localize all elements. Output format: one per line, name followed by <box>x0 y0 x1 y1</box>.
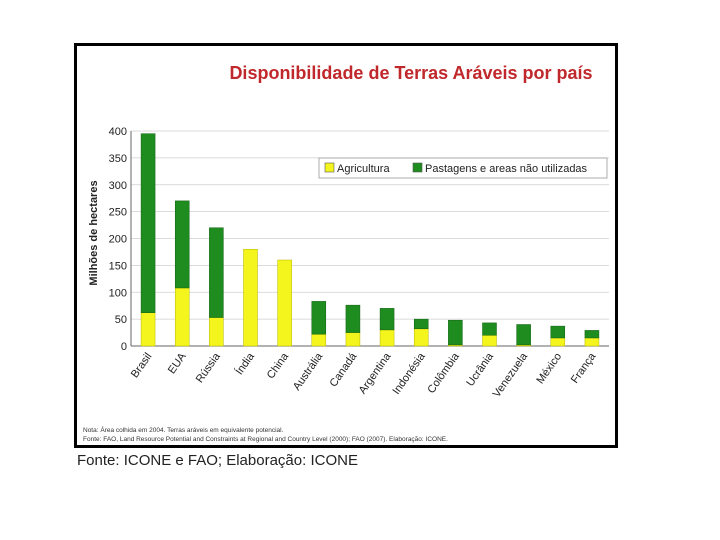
chart-title: Disponibilidade de Terras Aráveis por pa… <box>229 63 592 83</box>
legend-swatch-agriculture <box>324 162 335 173</box>
bar-pasture <box>209 227 224 318</box>
x-tick-label: China <box>265 350 292 381</box>
bar-agriculture <box>174 287 190 347</box>
legend-swatch-pasture <box>412 162 423 173</box>
y-tick-label: 0 <box>121 341 127 353</box>
legend-label-pasture: Pastagens e areas não utilizadas <box>425 163 588 175</box>
chart-frame: Disponibilidade de Terras Aráveis por pa… <box>74 43 618 448</box>
bar-agriculture <box>550 337 566 347</box>
y-tick-label: 200 <box>109 234 127 246</box>
legend: Agricultura Pastagens e areas não utiliz… <box>318 157 608 179</box>
legend-box <box>318 157 608 179</box>
x-tick-label: Índia <box>233 350 258 378</box>
bar-pasture <box>516 324 531 346</box>
bar-agriculture <box>482 335 497 347</box>
bar-pasture <box>413 318 429 330</box>
bar-pasture <box>311 301 327 335</box>
bar-agriculture <box>379 329 395 347</box>
x-tick-label: Rússia <box>194 350 224 385</box>
x-tick-label: Brasil <box>129 351 155 380</box>
x-tick-label: Colômbia <box>425 350 462 396</box>
y-tick-label: 300 <box>109 180 127 192</box>
bars <box>140 133 600 347</box>
x-tick-label: México <box>534 351 564 386</box>
y-axis-label: Milhões de hectares <box>88 180 100 285</box>
bar-agriculture <box>584 337 600 347</box>
x-tick-label: Argentina <box>357 350 394 396</box>
bar-pasture <box>140 133 156 313</box>
x-tick-label: Venezuela <box>491 350 531 400</box>
x-tick-label: Indonésia <box>390 350 428 397</box>
x-tick-label: Austrália <box>291 350 326 393</box>
bar-pasture <box>482 322 497 336</box>
bar-pasture <box>379 308 395 331</box>
y-tick-label: 150 <box>109 260 127 272</box>
chart-note: Nota: Área colhida em 2004. Terras aráve… <box>83 425 284 434</box>
y-tick-label: 100 <box>109 287 127 299</box>
x-tick-label: França <box>569 350 599 386</box>
y-tick-label: 350 <box>109 153 127 165</box>
bar-pasture <box>345 304 361 333</box>
bar-pasture <box>550 325 566 339</box>
x-tick-label: Canadá <box>327 350 359 389</box>
legend-label-agriculture: Agricultura <box>337 163 390 175</box>
chart-svg: Disponibilidade de Terras Aráveis por pa… <box>83 63 609 443</box>
bar-agriculture <box>209 317 224 347</box>
y-tick-label: 250 <box>109 207 127 219</box>
y-axis-ticks: 0 50 100 150 200 250 300 350 400 <box>109 126 127 353</box>
bar-agriculture <box>413 328 429 347</box>
bar-agriculture <box>311 333 327 347</box>
y-tick-label: 50 <box>115 314 127 326</box>
x-tick-label: Ucrânia <box>464 350 496 389</box>
bar-agriculture <box>345 332 361 347</box>
bar-pasture <box>448 319 463 346</box>
bar-pasture <box>174 200 190 289</box>
x-tick-label: EUA <box>166 350 189 376</box>
chart-source-note: Fonte: FAO, Land Resource Potential and … <box>83 436 448 443</box>
source-caption: Fonte: ICONE e FAO; Elaboração: ICONE <box>77 452 358 469</box>
bar-agriculture <box>243 249 258 347</box>
x-axis-labels: Brasil EUA Rússia Índia China Austrália Canadá… <box>129 350 599 400</box>
bar-agriculture <box>277 259 292 347</box>
bar-agriculture <box>140 312 156 347</box>
bar-pasture <box>584 330 600 339</box>
y-tick-label: 400 <box>109 126 127 138</box>
